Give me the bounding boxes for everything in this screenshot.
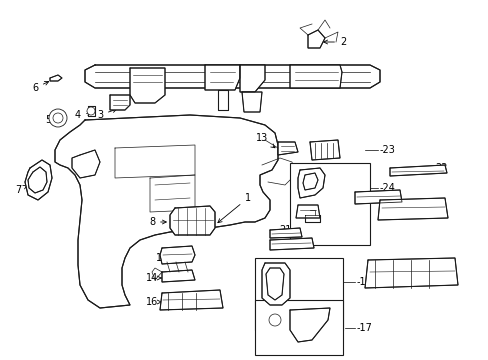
Polygon shape [55,115,278,308]
Polygon shape [389,165,446,176]
Polygon shape [289,308,329,342]
Polygon shape [170,206,215,235]
Polygon shape [297,168,325,198]
Bar [254,258,342,330]
Text: 3: 3 [97,109,116,120]
Text: 14: 14 [145,273,161,283]
Polygon shape [162,270,195,282]
Polygon shape [218,90,227,110]
Polygon shape [204,65,240,90]
Text: 4: 4 [75,110,91,120]
Text: 22: 22 [428,163,447,173]
Polygon shape [303,173,317,190]
Text: 8: 8 [149,217,166,227]
Text: 13: 13 [255,133,274,148]
Text: -23: -23 [379,145,395,155]
Text: -24: -24 [379,183,395,193]
Polygon shape [305,215,319,222]
Polygon shape [160,246,195,264]
Text: 5: 5 [45,115,57,125]
Text: 16: 16 [145,297,161,307]
Text: 2: 2 [323,37,346,47]
Text: 11: 11 [301,233,321,243]
Polygon shape [354,190,401,204]
Polygon shape [28,167,47,193]
Polygon shape [265,268,284,300]
Polygon shape [130,68,164,103]
Polygon shape [377,198,447,220]
Text: 20: 20 [311,207,324,217]
Polygon shape [110,95,130,110]
Text: 1: 1 [218,193,250,222]
Text: 25: 25 [343,207,364,217]
Polygon shape [289,65,341,88]
Text: 19: 19 [289,263,302,273]
Polygon shape [307,30,325,48]
Text: -17: -17 [356,323,372,333]
Polygon shape [240,65,264,92]
Polygon shape [278,142,297,155]
Polygon shape [25,160,52,200]
Text: 6: 6 [32,81,48,93]
Text: 10: 10 [156,253,174,263]
Polygon shape [88,106,95,116]
Polygon shape [160,290,223,310]
Polygon shape [72,150,100,178]
Text: 12: 12 [351,190,370,200]
Polygon shape [262,263,289,305]
Polygon shape [50,75,62,81]
Text: -18: -18 [356,277,372,287]
Polygon shape [242,92,262,112]
Polygon shape [295,205,319,218]
Circle shape [53,113,63,123]
Polygon shape [269,238,313,250]
Text: 21: 21 [278,225,290,235]
Circle shape [49,109,67,127]
Text: 7: 7 [15,185,27,195]
Circle shape [268,314,281,326]
Text: 9: 9 [408,205,424,215]
Polygon shape [85,65,379,88]
Bar [289,163,369,245]
Text: 15: 15 [412,277,430,287]
Bar [254,300,342,355]
Polygon shape [309,140,339,160]
Polygon shape [269,228,302,238]
Polygon shape [364,258,457,288]
Circle shape [87,107,95,115]
